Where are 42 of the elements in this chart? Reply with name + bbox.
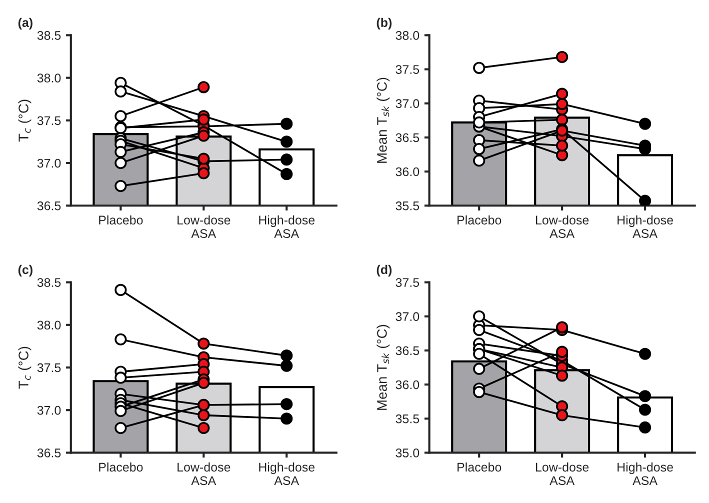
- x-tick-label: Low-dose ASA: [178, 462, 230, 486]
- y-tick-label: 37.0: [37, 158, 61, 168]
- y-tick-label: 35.5: [396, 414, 420, 424]
- y-axis-title: T$_{c}$ (°C): [18, 100, 32, 142]
- y-tick-label: 35.0: [396, 448, 420, 458]
- y-tick-label: 36.5: [37, 448, 61, 458]
- x-tick-label: Placebo: [458, 462, 502, 472]
- chart-title: (a): [18, 18, 32, 30]
- y-tick-label: 38.5: [37, 278, 61, 287]
- x-tick-label: High-dose ASA: [259, 462, 315, 486]
- x-tick-label: Low-dose ASA: [178, 215, 230, 238]
- x-tick-label: Placebo: [99, 462, 143, 472]
- y-tick-label: 37.5: [37, 116, 61, 126]
- y-tick-label: 38.0: [37, 74, 61, 82]
- x-tick-label: Placebo: [99, 215, 143, 225]
- y-axis-title: Mean T$_{sk}$ (°C): [376, 78, 390, 163]
- x-tick-label: High-dose ASA: [618, 215, 673, 238]
- x-tick-label: Low-dose ASA: [536, 215, 589, 238]
- x-tick-label: Placebo: [458, 215, 502, 225]
- y-tick-label: 37.5: [396, 278, 420, 287]
- x-tick-label: High-dose ASA: [618, 462, 673, 486]
- y-tick-label: 36.5: [396, 133, 420, 142]
- chart-title: (b): [376, 18, 392, 30]
- x-tick-label: Low-dose ASA: [536, 462, 589, 486]
- y-tick-label: 37.5: [396, 65, 420, 74]
- y-tick-label: 37.5: [37, 363, 61, 372]
- y-tick-label: 38.0: [396, 31, 420, 40]
- y-tick-label: 36.0: [396, 167, 420, 176]
- y-tick-label: 37.0: [396, 99, 420, 108]
- chart-title: (c): [18, 264, 32, 277]
- y-tick-label: 36.0: [396, 380, 420, 390]
- y-tick-label: 35.5: [396, 201, 420, 210]
- y-axis-title: Mean T$_{sk}$ (°C): [376, 324, 390, 410]
- y-tick-label: 36.5: [37, 201, 61, 210]
- x-tick-label: High-dose ASA: [259, 215, 315, 238]
- y-axis-title: T$_{c}$ (°C): [18, 346, 32, 389]
- chart-title: (d): [376, 264, 392, 277]
- y-tick-label: 38.0: [37, 320, 61, 330]
- y-tick-label: 37.0: [396, 312, 420, 322]
- y-tick-label: 36.5: [396, 346, 420, 356]
- y-tick-label: 37.0: [37, 406, 61, 415]
- y-tick-label: 38.5: [37, 31, 61, 40]
